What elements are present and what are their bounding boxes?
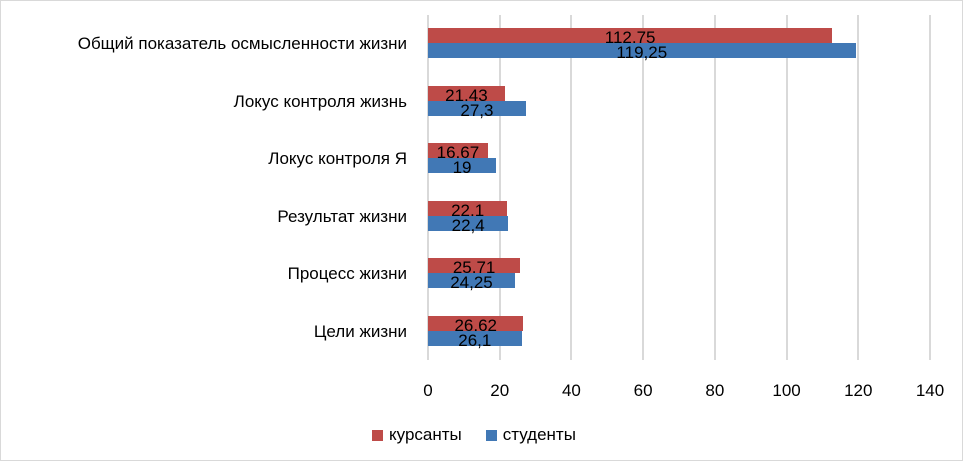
gridline (570, 15, 573, 360)
data-label: 27,3 (460, 100, 494, 120)
category-label: Цели жизни (313, 321, 407, 341)
legend-label: студенты (502, 425, 576, 444)
bar-studenty (428, 330, 522, 346)
gridline (929, 15, 931, 360)
gridline (857, 15, 860, 360)
data-label: 22,4 (451, 215, 485, 235)
data-label: 119,25 (616, 43, 668, 62)
data-label: 22,1 (451, 200, 485, 220)
x-tick-label: 20 (490, 381, 510, 400)
gridline (713, 15, 716, 360)
bar-kursanty (428, 200, 508, 216)
category-label: Результат жизни (277, 206, 407, 226)
gridline (642, 15, 645, 360)
legend: курсанты студенты (372, 425, 576, 445)
gridline (427, 15, 429, 360)
legend-label: курсанты (389, 425, 462, 444)
x-tick-label: 40 (561, 381, 581, 400)
category-label: Общий показатель осмысленности жизни (77, 34, 407, 53)
bar-kursanty (428, 28, 833, 43)
legend-swatch (485, 429, 497, 441)
bar-studenty (428, 100, 526, 116)
bar-studenty (428, 273, 515, 288)
bar-studenty (428, 158, 497, 173)
bar-studenty (428, 43, 856, 58)
bar-studenty (428, 215, 509, 231)
x-tick-label: 100 (772, 381, 801, 400)
bar-kursanty (428, 258, 521, 273)
x-tick-label: 80 (705, 381, 725, 400)
category-label: Локус контроля жизнь (233, 91, 407, 111)
data-label: 24,25 (450, 273, 493, 292)
bar-kursanty (428, 143, 488, 158)
data-label: 19 (452, 158, 472, 177)
category-label: Процесс жизни (287, 264, 407, 283)
x-tick-label: 0 (423, 381, 433, 400)
category-label: Локус контроля Я (268, 149, 407, 168)
data-label: 25,71 (452, 258, 496, 277)
data-label: 26,62 (454, 315, 497, 335)
gridline (498, 15, 501, 360)
data-label: 112,75 (604, 28, 656, 47)
x-tick-label: 120 (844, 381, 873, 400)
bar-kursanty (428, 85, 505, 101)
data-label: 21,43 (445, 85, 488, 105)
x-tick-label: 60 (633, 381, 653, 400)
data-label: 26,1 (458, 330, 492, 350)
data-label: 16,67 (436, 143, 480, 162)
bar-kursanty (428, 315, 524, 331)
legend-swatch (372, 429, 383, 441)
gridline (785, 15, 788, 360)
x-tick-label: 140 (915, 381, 945, 400)
